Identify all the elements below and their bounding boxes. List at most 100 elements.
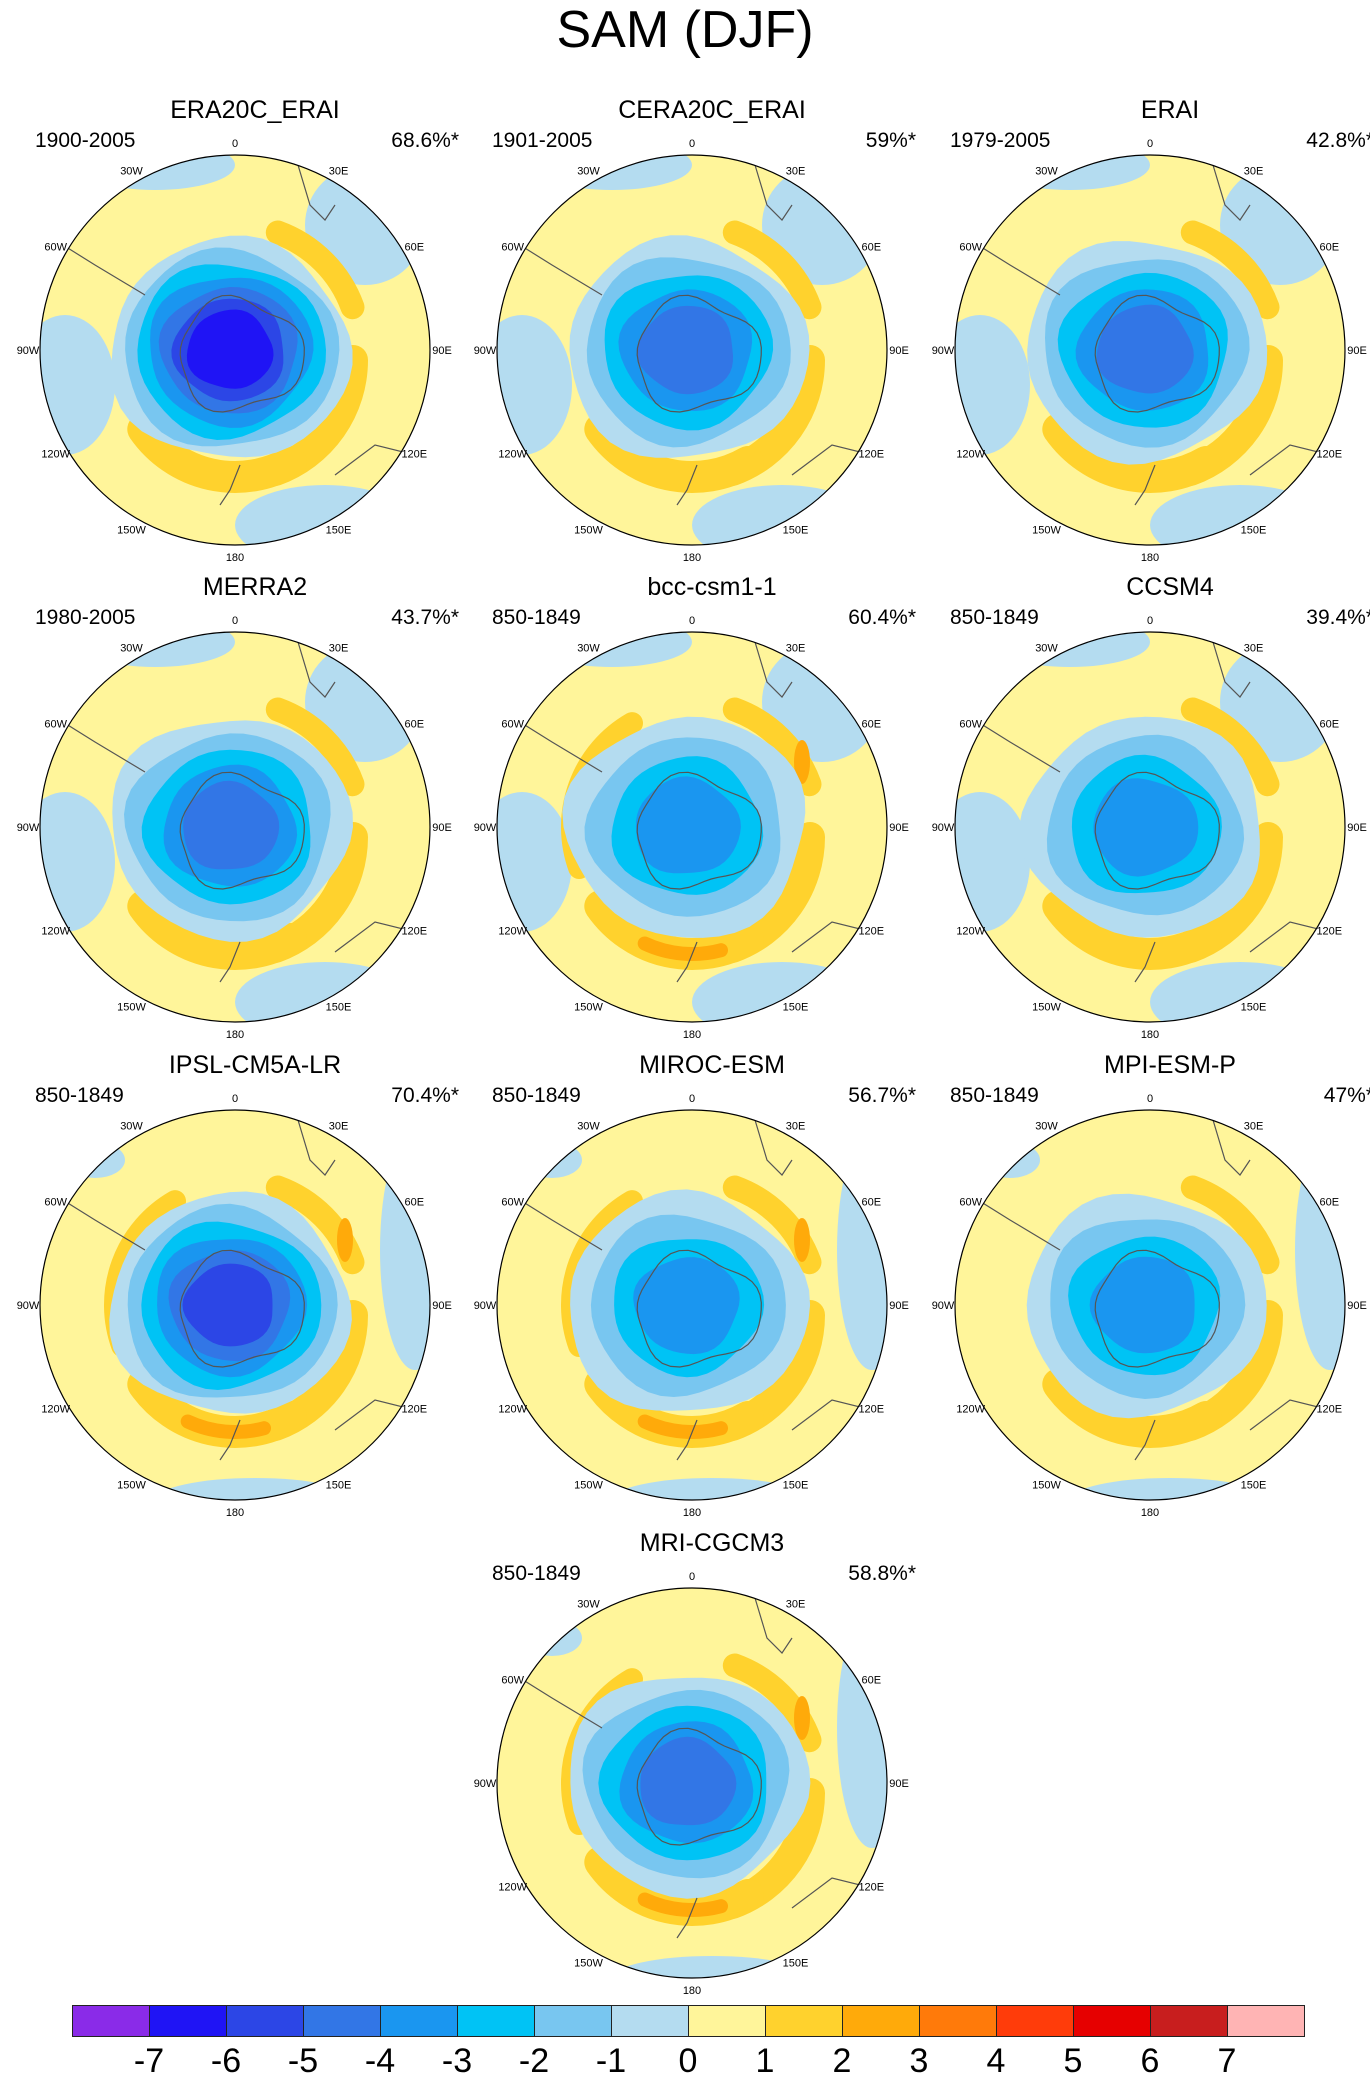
longitude-label: 150W [574, 1001, 603, 1013]
colorbar-segment [457, 2005, 535, 2037]
panel-variance-pct: 68.6%* [391, 129, 459, 152]
colorbar-label: 4 [986, 2042, 1006, 2080]
contour-field [955, 632, 1345, 1022]
new-zealand-outline [676, 1419, 698, 1461]
longitude-label: 120E [858, 1404, 884, 1416]
colorbar-label: 5 [1063, 2042, 1083, 2080]
map-panel: ERA20C_ERAI 1900-2005 68.6%* 0 30E 60E 90E 120E… [17, 95, 475, 564]
panel-title: MERRA2 [202, 573, 308, 601]
africa-outline [1209, 1110, 1251, 1176]
new-zealand-outline [676, 464, 698, 506]
map-border [39, 1109, 431, 1501]
colorbar-segment [1150, 2005, 1228, 2037]
longitude-label: 120E [858, 926, 884, 938]
africa-outline [751, 632, 793, 698]
contour-ring-negative [1089, 1256, 1195, 1354]
africa-outline [1209, 632, 1251, 698]
map-border [496, 631, 888, 1023]
colorbar-segment [303, 2005, 381, 2037]
longitude-label: 150E [783, 1001, 809, 1013]
longitude-label: 90W [474, 1778, 497, 1790]
panel-title: IPSL-CM5A-LR [168, 1051, 342, 1079]
longitude-label: 180 [683, 1985, 701, 1997]
contour-ring-negative [1096, 304, 1194, 394]
africa-outline [294, 155, 336, 221]
longitude-label: 0 [689, 1571, 695, 1583]
colorbar-segment [688, 2005, 766, 2037]
longitude-label: 60E [862, 719, 882, 731]
africa-outline [751, 1588, 793, 1654]
panel-years: 850-1849 [492, 1562, 581, 1585]
longitude-label: 30W [1035, 1121, 1058, 1133]
colorbar-segment [1227, 2005, 1305, 2037]
contour-ring-negative [636, 305, 733, 395]
africa-outline [751, 1110, 793, 1176]
contour-field [497, 632, 887, 1022]
africa-outline [751, 155, 793, 221]
longitude-label: 60E [862, 1197, 882, 1209]
polar-map: 0 30E 60E 90E 120E 150E 180 150W 120W 90W 60W 30W [17, 615, 452, 1041]
longitude-label: 150E [783, 1957, 809, 1969]
panel-title: MRI-CGCM3 [639, 1529, 785, 1557]
antarctica-outline [636, 294, 762, 413]
longitude-label: 150E [326, 524, 352, 536]
contour-patch-negative [955, 315, 1030, 455]
colorbar-label: -7 [133, 2042, 165, 2080]
colorbar-label: 1 [755, 2042, 775, 2080]
contour-patch-negative [65, 1142, 125, 1178]
colorbar-segment [842, 2005, 920, 2037]
contour-band-positive [265, 220, 365, 320]
colorbar-segment [919, 2005, 997, 2037]
longitude-label: 30E [329, 1121, 349, 1133]
colorbar-label: -6 [210, 2042, 242, 2080]
panel-variance-pct: 43.7%* [391, 606, 459, 629]
longitude-label: 60E [405, 719, 425, 731]
longitude-label: 120W [498, 1882, 527, 1894]
longitude-label: 180 [226, 1029, 244, 1041]
contour-patch-negative [497, 792, 572, 932]
longitude-label: 90W [474, 822, 497, 834]
colorbar-segment [226, 2005, 304, 2037]
longitude-label: 90W [932, 1300, 955, 1312]
panel-years: 1901-2005 [492, 129, 593, 152]
colorbar-label: -2 [518, 2042, 550, 2080]
polar-map: 0 30E 60E 90E 120E 150E 180 150W 120W 90W 60W 30W [17, 138, 452, 564]
polar-map: 0 30E 60E 90E 120E 150E 180 150W 120W 90W 60W 30W [932, 615, 1367, 1041]
longitude-label: 90E [889, 345, 909, 357]
contour-patch-negative [1295, 1130, 1345, 1370]
longitude-label: 0 [689, 1093, 695, 1105]
longitude-label: 60W [44, 242, 67, 254]
longitude-label: 60W [501, 242, 524, 254]
africa-outline [294, 632, 336, 698]
contour-patch-negative [522, 1142, 582, 1178]
longitude-label: 120W [41, 1404, 70, 1416]
longitude-label: 90E [432, 345, 452, 357]
longitude-label: 150W [117, 1001, 146, 1013]
panel-title: CERA20C_ERAI [618, 96, 806, 124]
longitude-label: 120E [401, 1404, 427, 1416]
contour-patch-positive-strong [337, 1218, 353, 1262]
colorbar-label: -3 [441, 2042, 473, 2080]
contour-patch-negative [380, 1130, 430, 1370]
colorbar-segment [611, 2005, 689, 2037]
longitude-label: 150W [1032, 524, 1061, 536]
antarctica-outline [636, 771, 762, 890]
map-panels: ERA20C_ERAI 1900-2005 68.6%* 0 30E 60E 90E 120E… [17, 95, 1370, 1997]
map-panel: CCSM4 850-1849 39.4%* 0 30E 60E 90E 120E 150E 180… [932, 572, 1370, 1041]
longitude-label: 150E [1241, 524, 1267, 536]
map-border [39, 154, 431, 546]
longitude-label: 150W [1032, 1001, 1061, 1013]
new-zealand-outline [219, 941, 241, 983]
contour-patch-positive-strong [794, 740, 810, 784]
longitude-label: 180 [1141, 1029, 1159, 1041]
new-zealand-outline [219, 1419, 241, 1461]
longitude-label: 60E [1320, 242, 1340, 254]
colorbar: -7 -6 -5 -4 -3 -2 -1 0 1 2 3 4 5 6 7 [72, 2005, 1305, 2080]
contour-patch-negative [40, 792, 115, 932]
polar-map: 0 30E 60E 90E 120E 150E 180 150W 120W 90W 60W 30W [474, 615, 909, 1041]
map-border [496, 1109, 888, 1501]
contour-field [955, 155, 1345, 545]
contour-field [955, 1110, 1345, 1500]
contour-ring-negative [186, 309, 274, 389]
longitude-label: 120E [1316, 449, 1342, 461]
